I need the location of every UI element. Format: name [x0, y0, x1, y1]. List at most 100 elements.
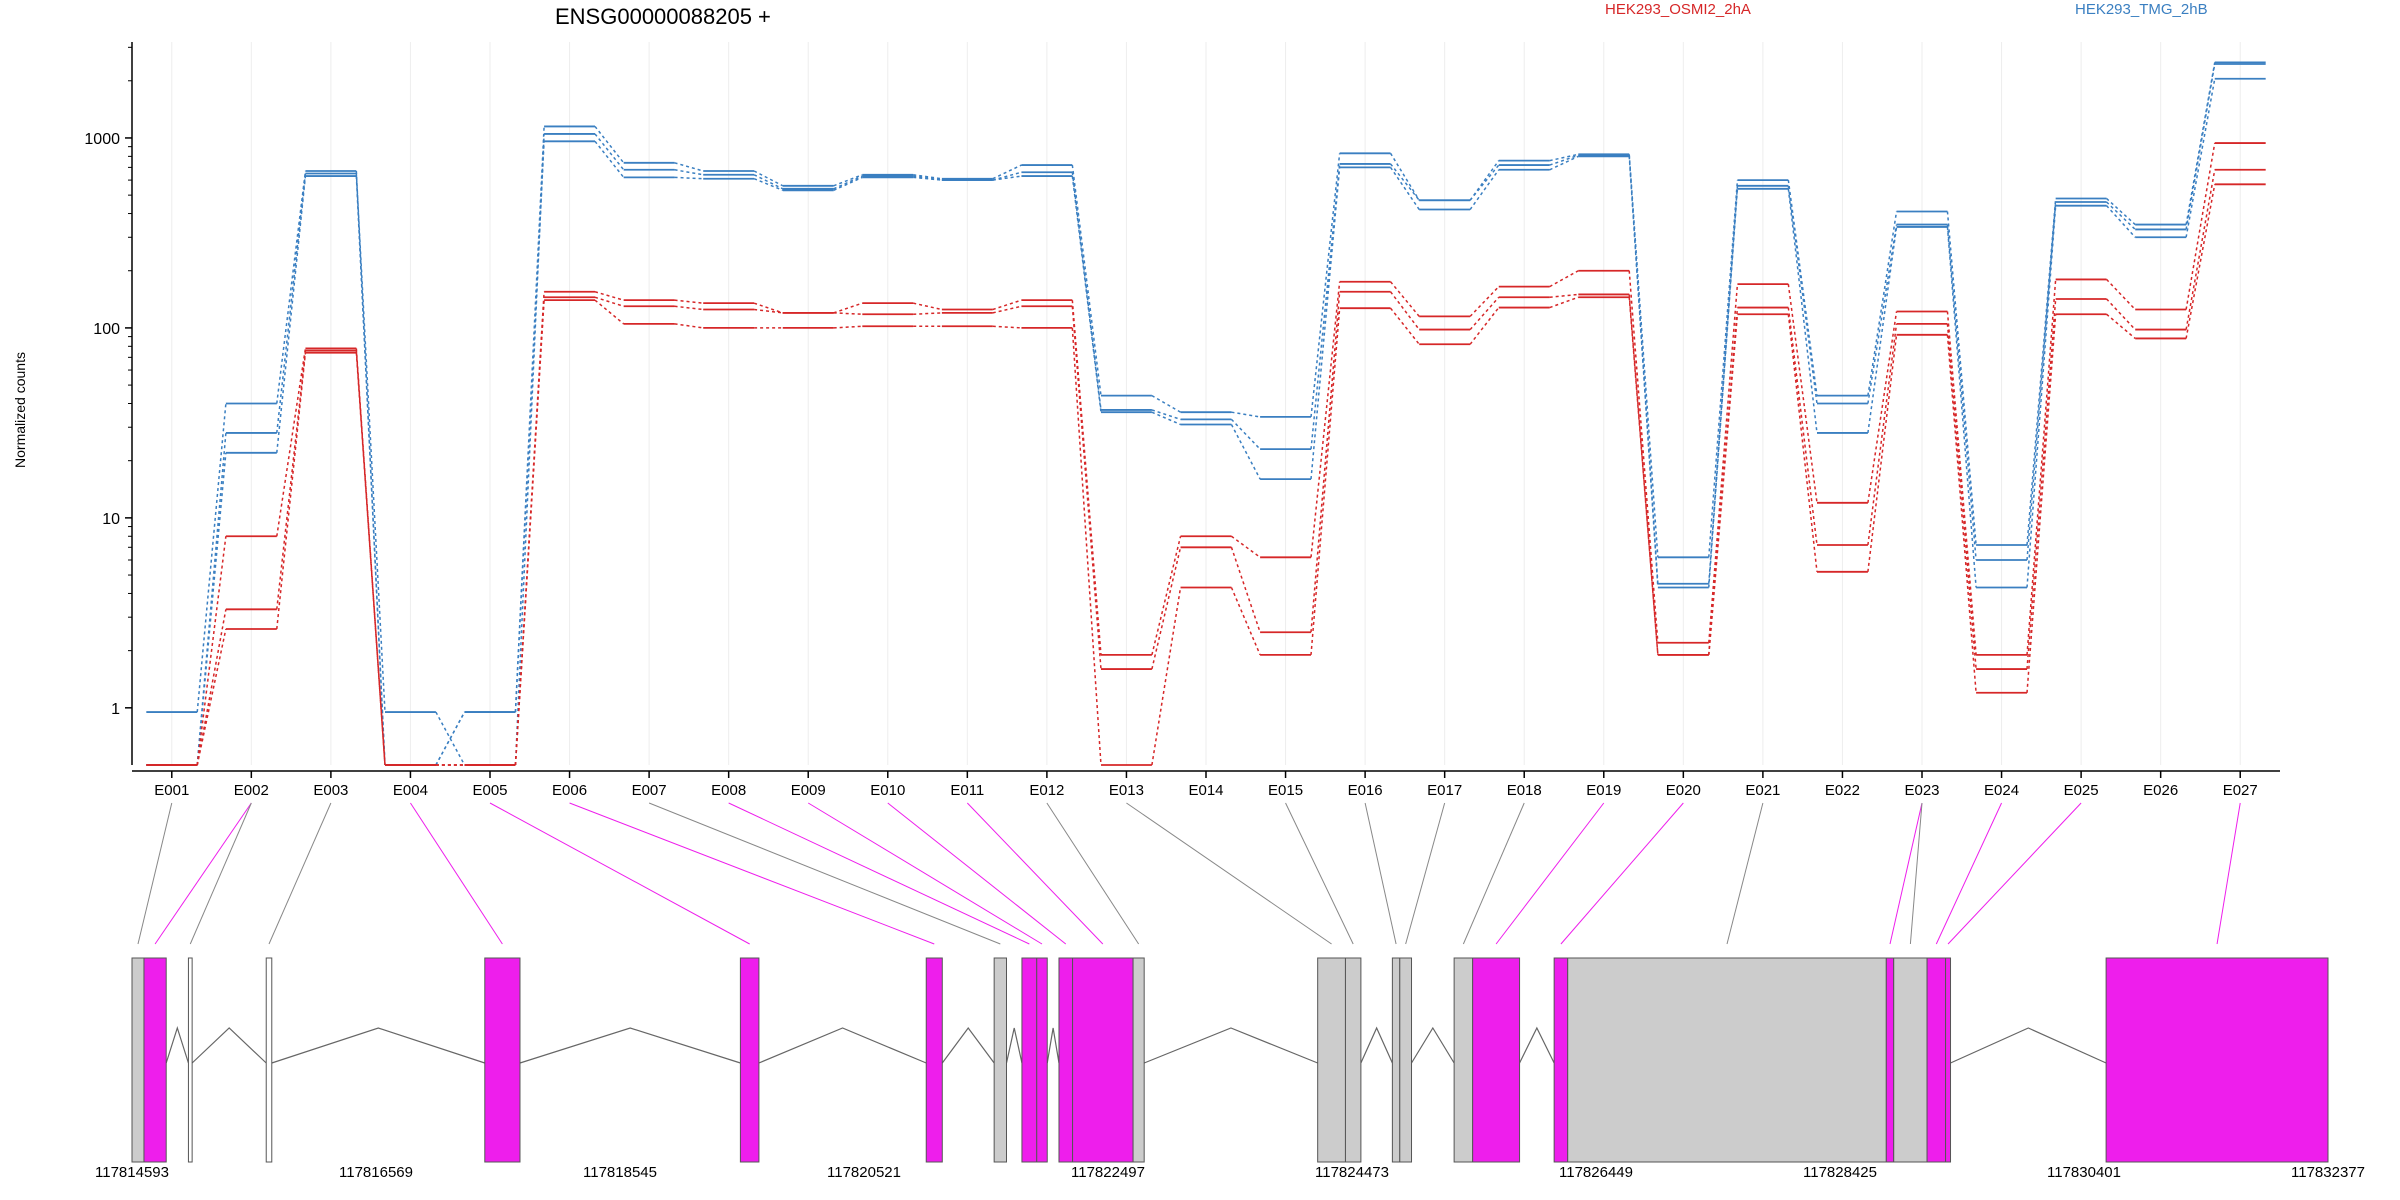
segment-E001 — [196, 452, 227, 766]
segment-E021 — [1787, 284, 1818, 503]
segment-E013 — [1151, 394, 1181, 413]
segment-E018 — [1549, 296, 1579, 309]
x-tick-label-E010: E010 — [870, 782, 905, 799]
segment-E017 — [1469, 286, 1500, 317]
segment-E022 — [1867, 211, 1898, 396]
exon-block-E005 — [484, 957, 521, 1163]
exon-block-E014 — [1317, 957, 1346, 1163]
segment-E006 — [594, 299, 625, 325]
segment-E006 — [594, 140, 625, 178]
exon-block-E023 — [1893, 957, 1928, 1163]
series-lines — [146, 61, 2266, 766]
segment-E018 — [1549, 270, 1579, 288]
segment-E023 — [1946, 224, 1977, 561]
segment-E026 — [2185, 184, 2216, 339]
segment-E017 — [1469, 307, 1500, 345]
segment-E026 — [2185, 63, 2216, 230]
x-tick-label-E006: E006 — [552, 782, 587, 799]
segment-E005 — [514, 133, 545, 766]
connector-E015 — [1285, 802, 1354, 945]
gene-model-track: 117814593 117816569 117818545 117820521 1178… — [95, 957, 2365, 1181]
connector-E003 — [189, 802, 252, 945]
intron-E015 — [1360, 1026, 1393, 1064]
segment-E013 — [1151, 411, 1181, 426]
x-tick-label-E013: E013 — [1109, 782, 1144, 799]
segment-E012 — [1071, 306, 1102, 670]
exon-block-E026 — [2105, 957, 2329, 1163]
segment-E007 — [674, 323, 704, 329]
connector-E013 — [1046, 802, 1140, 945]
segment-E006 — [594, 296, 624, 307]
segment-E021 — [1787, 188, 1818, 434]
segment-E020 — [1708, 314, 1739, 655]
segment-E001 — [196, 609, 227, 766]
segment-E015 — [1310, 281, 1341, 558]
x-tick-label-E020: E020 — [1666, 782, 1701, 799]
exon-block-E013 — [1132, 957, 1145, 1163]
segment-E025 — [2106, 201, 2136, 230]
segment-E017 — [1469, 164, 1500, 201]
x-tick-label-E014: E014 — [1188, 782, 1223, 799]
segment-E018 — [1549, 154, 1579, 166]
segment-E001 — [196, 403, 227, 713]
exon-block-E001 — [131, 957, 145, 1163]
segment-E026 — [2185, 78, 2216, 238]
segment-E013 — [1151, 587, 1182, 766]
coord-label-117822497: 117822497 — [1071, 1164, 1145, 1181]
segment-E012 — [1071, 300, 1102, 655]
segment-E002 — [276, 352, 307, 630]
x-tick-label-E021: E021 — [1745, 782, 1780, 799]
segment-E009 — [833, 325, 863, 329]
connector-E019 — [1495, 802, 1605, 945]
connector-E001 — [137, 802, 173, 945]
segment-E024 — [2026, 279, 2057, 655]
coord-label-117820521: 117820521 — [827, 1164, 901, 1181]
x-tick-label-E016: E016 — [1348, 782, 1383, 799]
exon-block-E019 — [1472, 957, 1521, 1163]
series-HEK293_OSMI2_2hA-5 — [146, 183, 2266, 766]
exon-block-E009 — [1021, 957, 1038, 1163]
segment-E025 — [2106, 197, 2136, 226]
segment-E002 — [276, 173, 307, 434]
segment-E022 — [1867, 226, 1898, 434]
x-tick-label-E023: E023 — [1904, 782, 1939, 799]
connector-E014 — [1126, 802, 1332, 945]
intron-E004 — [271, 1027, 485, 1064]
connector-E008 — [648, 802, 1001, 945]
coord-label-117828425: 117828425 — [1803, 1164, 1877, 1181]
x-tick-label-E017: E017 — [1427, 782, 1462, 799]
series-HEK293_TMG_2hB-2 — [146, 77, 2266, 766]
intron-E017 — [1411, 1026, 1455, 1064]
x-tick-label-E015: E015 — [1268, 782, 1303, 799]
exon-block-E002 — [143, 957, 167, 1163]
x-tick-label-E027: E027 — [2223, 782, 2258, 799]
segment-E015 — [1310, 308, 1341, 655]
segment-E009 — [833, 302, 863, 314]
coord-label-117816569: 117816569 — [339, 1164, 413, 1181]
y-tick-label-10: 10 — [102, 511, 120, 528]
intron-E006 — [758, 1027, 927, 1064]
segment-E008 — [753, 178, 784, 192]
connector-E005 — [410, 802, 503, 945]
segment-E018 — [1549, 155, 1579, 171]
intron-E008 — [1005, 1027, 1023, 1064]
segment-E023 — [1946, 311, 1977, 655]
segment-E006 — [594, 125, 625, 164]
segment-E017 — [1469, 169, 1500, 210]
exon-block-E016 — [1391, 957, 1401, 1163]
x-tick-label-E009: E009 — [791, 782, 826, 799]
segment-E008 — [753, 170, 784, 187]
exon-block-E012 — [1072, 957, 1134, 1163]
segment-E025 — [2106, 278, 2136, 311]
axes: 1 10 100 1000 E001 E002 E003 E004 E005 E006 E007 E0… — [84, 42, 2280, 799]
segment-E005 — [514, 300, 545, 766]
segment-E003 — [355, 352, 386, 766]
connector-E004 — [268, 802, 332, 945]
segment-E010 — [913, 312, 942, 316]
vertical-gridlines — [171, 42, 2241, 765]
segment-E016 — [1389, 281, 1420, 317]
chart-title: ENSG00000088205 + — [555, 4, 771, 29]
x-tick-label-E025: E025 — [2064, 782, 2099, 799]
segment-E016 — [1389, 163, 1420, 201]
